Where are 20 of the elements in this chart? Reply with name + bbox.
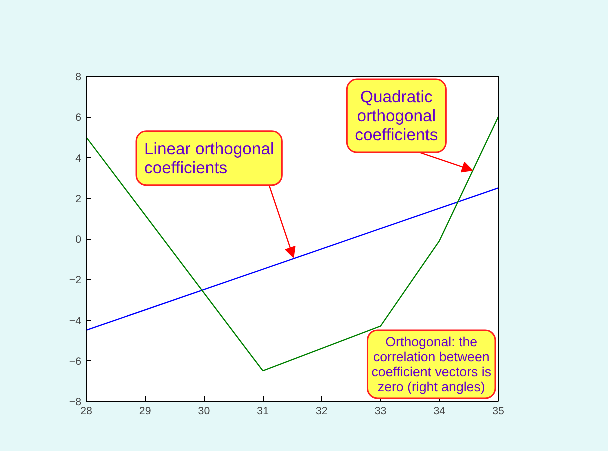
y-tick-label: −8 [69, 396, 82, 408]
x-tick-label: 30 [198, 406, 210, 418]
y-tick-label: −6 [69, 356, 82, 368]
y-tick-label: −2 [69, 274, 82, 287]
annotation: Quadratic orthogonal coefficients [355, 88, 438, 145]
x-tick-label: 33 [374, 406, 387, 418]
annotation: Linear orthogonal coefficients [144, 139, 274, 178]
y-tick-label: 8 [76, 72, 82, 84]
x-tick-label: 34 [434, 406, 446, 418]
x-tick-label: 31 [257, 406, 270, 418]
y-tick-label: −4 [69, 315, 82, 328]
y-tick-label: 6 [76, 112, 82, 124]
y-tick-label: 0 [76, 234, 82, 246]
x-tick-label: 35 [492, 406, 504, 418]
x-tick-label: 32 [316, 406, 328, 418]
y-tick-label: 2 [76, 193, 82, 206]
y-tick-label: 4 [76, 152, 82, 165]
x-tick-label: 29 [139, 406, 152, 418]
annotation: Orthogonal: the correlation between coefficient vectors is zero (right angles) [372, 334, 492, 394]
x-tick-label: 28 [80, 406, 92, 418]
